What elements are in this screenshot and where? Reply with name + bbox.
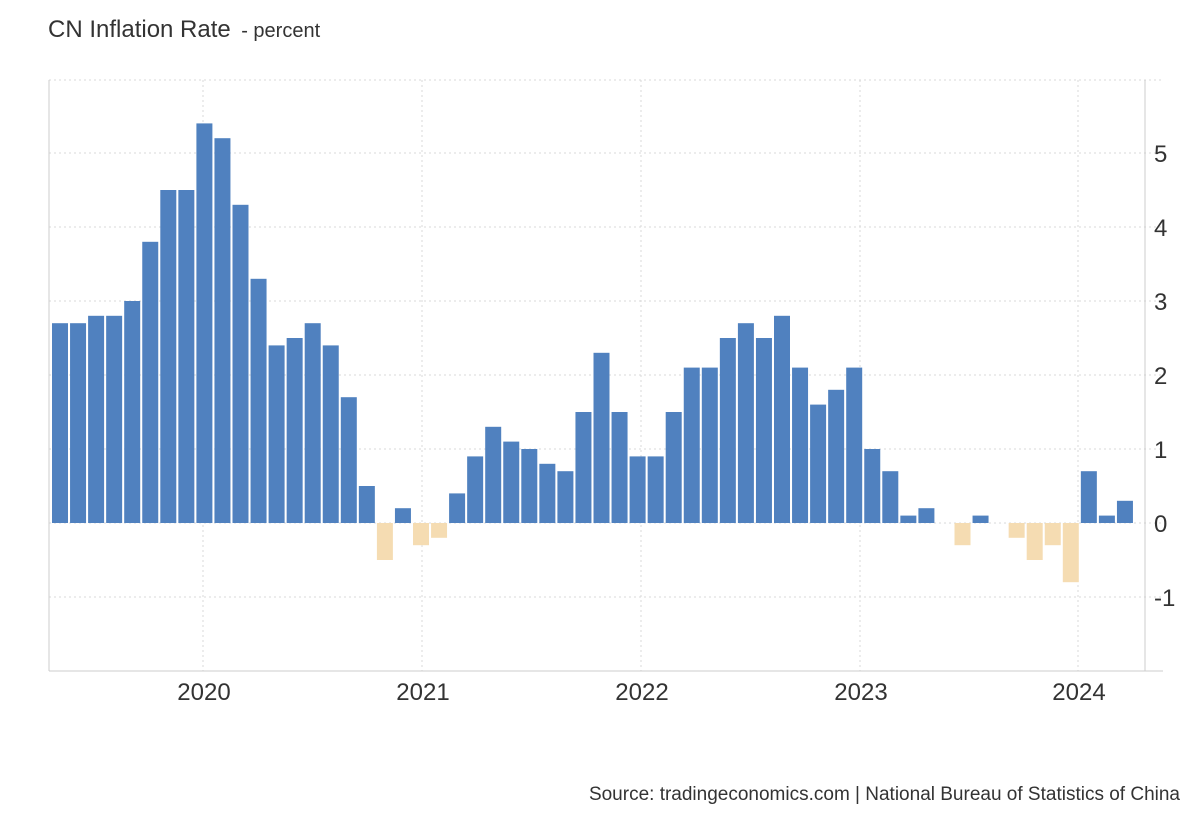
y-tick-label: -1: [1154, 585, 1175, 612]
x-tick-label: 2020: [177, 679, 230, 706]
bar-2020-06: [286, 338, 303, 523]
bar-2021-02: [431, 523, 448, 538]
bar-2020-03: [232, 204, 249, 524]
bar-2022-09: [774, 315, 790, 523]
bar-2023-03: [882, 471, 899, 523]
bar-2019-06: [70, 323, 87, 523]
bar-2020-04: [250, 278, 267, 523]
bar-2019-12: [178, 190, 195, 523]
bar-2023-08: [972, 515, 989, 523]
bar-2019-07: [88, 315, 105, 523]
bar-2019-10: [142, 241, 159, 524]
x-tick-label: 2021: [396, 679, 449, 706]
bar-2021-05: [485, 426, 502, 523]
y-tick-labels: 5 4 3 2 1 0 -1: [1154, 141, 1175, 612]
bar-2023-12: [1044, 523, 1061, 546]
bar-2021-09: [557, 471, 574, 523]
bar-2024-03: [1098, 515, 1115, 523]
bar-2022-04: [683, 367, 700, 523]
bar-2022-08: [755, 338, 772, 523]
bars: [52, 123, 1133, 583]
y-tick-label: 5: [1154, 141, 1167, 168]
bar-2022-01: [629, 456, 646, 523]
bar-2020-08: [322, 345, 339, 523]
bar-2024-02: [1080, 471, 1097, 523]
bar-2019-11: [160, 190, 177, 523]
chart-subtitle: - percent: [241, 20, 321, 42]
bar-2023-04: [900, 515, 917, 523]
chart-title-group: CN Inflation Rate - percent: [48, 16, 320, 44]
bar-2020-11: [376, 523, 393, 560]
bar-2021-11: [593, 352, 610, 523]
bar-2024-04: [1116, 500, 1133, 523]
bar-2020-07: [304, 323, 321, 523]
bar-2022-06: [719, 338, 736, 523]
bar-2022-02: [647, 456, 664, 523]
x-tick-label: 2022: [615, 679, 668, 706]
bar-2022-12: [828, 389, 845, 523]
bar-2021-01: [413, 523, 429, 546]
bar-2021-03: [449, 493, 466, 523]
bar-2020-10: [358, 486, 375, 523]
bar-2021-12: [611, 412, 628, 523]
y-tick-label: 1: [1154, 437, 1167, 464]
bar-2022-11: [810, 404, 827, 523]
bar-2019-09: [124, 301, 141, 523]
bar-2023-05: [918, 508, 935, 523]
bar-2023-10: [1008, 523, 1025, 538]
bar-2020-09: [340, 397, 357, 523]
bar-2021-06: [503, 441, 520, 523]
bar-2022-03: [665, 412, 682, 523]
bar-2019-08: [106, 315, 123, 523]
bar-2020-02: [214, 138, 231, 523]
bar-2021-10: [575, 412, 592, 523]
x-tick-label: 2023: [834, 679, 887, 706]
source-note: Source: tradingeconomics.com | National …: [588, 784, 1180, 805]
bar-2021-08: [539, 463, 556, 523]
bar-2022-10: [792, 367, 809, 523]
y-tick-label: 2: [1154, 363, 1167, 390]
bar-2020-12: [394, 508, 411, 523]
bar-2021-04: [467, 456, 484, 523]
x-tick-labels: 2020 2021 2022 2023 2024: [177, 679, 1105, 706]
y-tick-label: 0: [1154, 511, 1167, 538]
axes: [48, 80, 1163, 672]
chart-title: CN Inflation Rate: [48, 16, 231, 43]
bar-2023-02: [864, 449, 881, 523]
bar-2021-07: [521, 449, 538, 523]
bar-2020-01: [196, 123, 213, 524]
bar-2024-01: [1062, 523, 1079, 583]
y-tick-label: 3: [1154, 289, 1167, 316]
bar-2022-07: [737, 323, 754, 523]
bar-2020-05: [268, 345, 285, 523]
y-tick-label: 4: [1154, 215, 1167, 242]
bar-2023-01: [846, 367, 863, 523]
bar-2023-11: [1026, 523, 1043, 560]
x-tick-label: 2024: [1052, 679, 1105, 706]
bar-2019-05: [52, 323, 68, 523]
bar-2022-05: [701, 367, 718, 523]
bar-2023-07: [954, 523, 971, 546]
